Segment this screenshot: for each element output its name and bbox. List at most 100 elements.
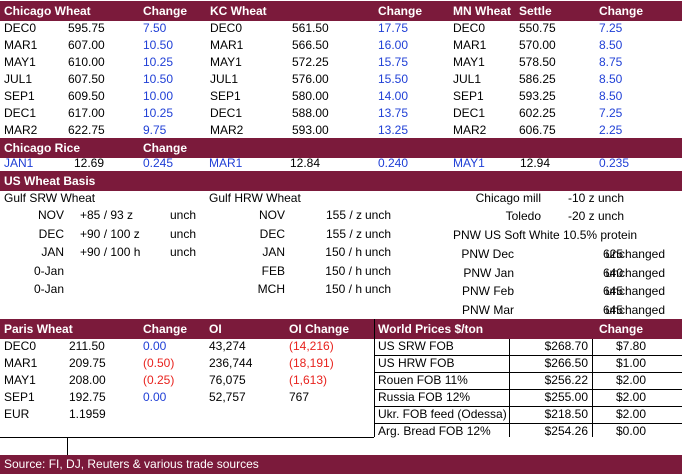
mn-change-header: Change — [599, 4, 644, 18]
kc-month: DEC0 — [210, 21, 243, 35]
paris-month: DEC0 — [4, 339, 37, 353]
chicago-price: 622.75 — [68, 123, 105, 137]
world-change: $2.00 — [615, 407, 646, 421]
kc-wheat-header: KC Wheat — [210, 4, 267, 18]
srw-change: unch — [170, 245, 197, 259]
rice-change: 0.245 — [143, 156, 174, 170]
pnw-month: PNW Jan — [463, 265, 514, 280]
srw-change: unch — [170, 226, 197, 241]
mn-price: 593.25 — [519, 89, 556, 103]
kc-month: MAY1 — [210, 55, 242, 69]
chicago-price: 595.75 — [68, 21, 105, 35]
chicago-price: 607.50 — [68, 72, 105, 86]
paris-oi-change: (1,613) — [289, 373, 328, 387]
hrw-change: unch — [365, 282, 392, 296]
paris-oi: 76,075 — [209, 373, 246, 387]
mn-month: MAR2 — [453, 123, 487, 137]
world-price: $255.00 — [544, 390, 588, 404]
mn-change: 8.50 — [599, 89, 623, 103]
hrw-title: Gulf HRW Wheat — [209, 191, 301, 205]
chicago-price: 607.00 — [68, 38, 105, 52]
hrw-basis: 150 / h — [325, 263, 362, 278]
mn-change: 2.25 — [599, 123, 623, 137]
pnw-price: 640 — [602, 265, 623, 280]
hrw-change: unch — [365, 263, 392, 278]
rice-change: 0.240 — [378, 156, 409, 170]
mn-price: 606.75 — [519, 123, 556, 137]
pnw-month: PNW Dec — [461, 247, 514, 261]
mn-price: 602.25 — [519, 106, 556, 120]
mill-basis: -20 z unch — [568, 209, 625, 223]
hrw-month: MCH — [257, 282, 285, 296]
world-location: Russia FOB 12% — [378, 390, 471, 404]
chicago-change: 9.75 — [143, 123, 167, 137]
srw-change: unch — [170, 208, 197, 222]
world-location: Ukr. FOB feed (Odessa) — [378, 407, 507, 421]
source-footer: Source: FI, DJ, Reuters & various trade … — [0, 455, 682, 474]
pnw-price: 645 — [602, 284, 623, 298]
hrw-basis: 150 / h — [325, 282, 362, 296]
world-change: $2.00 — [615, 390, 646, 404]
mn-change: 8.75 — [599, 55, 623, 69]
source-text: Source: FI, DJ, Reuters & various trade … — [4, 457, 259, 471]
mn-month: JUL1 — [453, 72, 482, 86]
paris-oi-change: (18,191) — [289, 356, 334, 370]
paris-month: SEP1 — [4, 390, 35, 404]
rice-price: 12.94 — [520, 156, 551, 170]
chicago-change: 10.25 — [143, 55, 174, 69]
mn-change: 8.50 — [599, 72, 623, 86]
kc-price: 593.00 — [292, 123, 329, 137]
srw-basis: +90 / 100 z — [80, 226, 140, 241]
pnw-change: unchanged — [605, 265, 665, 280]
paris-price: 192.75 — [69, 390, 106, 404]
chicago-change: 10.50 — [143, 38, 174, 52]
kc-month: DEC1 — [210, 106, 243, 120]
mn-month: SEP1 — [453, 89, 484, 103]
paris-change: 0.00 — [143, 390, 167, 404]
rice-month: JAN1 — [4, 156, 34, 170]
rice-title: Chicago Rice — [4, 141, 81, 155]
hrw-basis: 150 / h — [325, 245, 362, 259]
section-divider — [374, 319, 375, 437]
srw-basis: +90 / 100 h — [80, 245, 141, 259]
hrw-month: JAN — [262, 245, 285, 259]
chicago-price: 617.00 — [68, 106, 105, 120]
world-price: $266.50 — [544, 356, 588, 370]
rice-change: 0.235 — [599, 156, 630, 170]
world-header: World Prices $/ton Change — [375, 319, 682, 339]
chicago-month: MAR2 — [4, 123, 38, 137]
rice-price: 12.69 — [74, 156, 105, 170]
kc-price: 572.25 — [292, 55, 329, 69]
hrw-month: NOV — [258, 208, 285, 222]
chicago-month: DEC0 — [4, 21, 37, 35]
paris-price: 208.00 — [69, 373, 106, 387]
world-row-rule — [375, 406, 682, 407]
world-row-rule — [375, 355, 682, 356]
chicago-month: DEC1 — [4, 106, 37, 120]
bottom-rule — [0, 437, 374, 438]
rice-month: MAR1 — [209, 156, 243, 170]
pnw-change: unchanged — [605, 302, 665, 317]
hrw-change: unch — [365, 208, 392, 222]
hrw-change: unch — [365, 245, 392, 259]
world-price: $268.70 — [544, 339, 588, 353]
paris-oi-header: OI — [209, 322, 222, 336]
mn-change: 7.25 — [599, 21, 623, 35]
paris-oi-change: (14,216) — [289, 339, 334, 353]
mn-month: MAY1 — [453, 55, 485, 69]
mn-month: DEC0 — [453, 21, 486, 35]
mn-month: DEC1 — [453, 106, 486, 120]
mn-price: 550.75 — [519, 21, 556, 35]
paris-header: Paris Wheat Change OI OI Change — [0, 319, 374, 339]
kc-price: 561.50 — [292, 21, 329, 35]
rice-change-header: Change — [143, 141, 188, 155]
world-price: $218.50 — [544, 407, 588, 421]
world-row-rule — [375, 372, 682, 373]
hrw-basis: 155 / z — [325, 208, 362, 222]
kc-month: MAR2 — [210, 123, 244, 137]
rice-price: 12.84 — [290, 156, 321, 170]
hrw-change: unch — [365, 226, 392, 241]
pnw-change: unchanged — [605, 284, 665, 298]
chicago-change-header: Change — [143, 4, 188, 18]
kc-change: 13.75 — [378, 106, 409, 120]
